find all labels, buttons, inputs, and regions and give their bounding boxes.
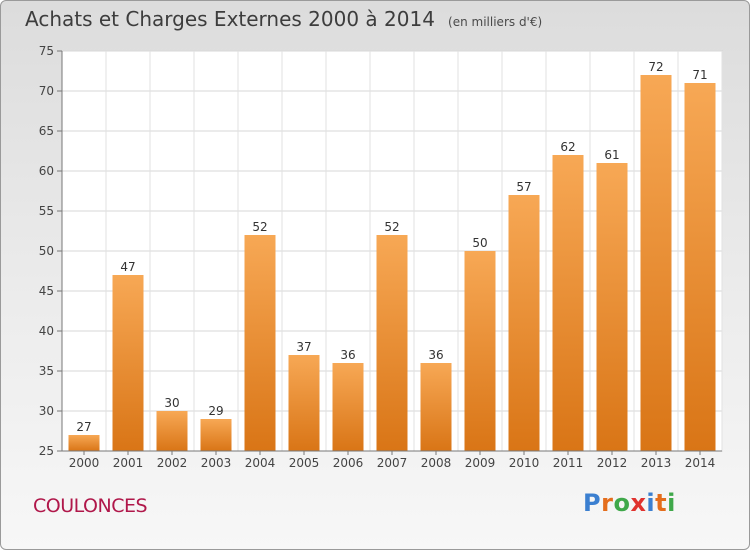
bar-value-label: 50 <box>472 236 487 250</box>
y-tick-label: 70 <box>39 84 54 98</box>
bar-value-label: 30 <box>164 396 179 410</box>
city-name: COULONCES <box>33 495 148 517</box>
bar-value-label: 47 <box>120 260 135 274</box>
x-tick-label: 2012 <box>597 456 628 470</box>
bar-value-label: 61 <box>604 148 619 162</box>
proxiti-logo: Proxiti <box>583 489 676 517</box>
x-tick-label: 2005 <box>289 456 320 470</box>
y-tick-label: 60 <box>39 164 54 178</box>
x-tick-label: 2003 <box>201 456 232 470</box>
bar-value-label: 37 <box>296 340 311 354</box>
bar-value-label: 52 <box>384 220 399 234</box>
bar-value-label: 36 <box>428 348 443 362</box>
y-tick-label: 40 <box>39 324 54 338</box>
bar <box>596 163 628 451</box>
x-tick-label: 2000 <box>69 456 100 470</box>
y-tick-label: 65 <box>39 124 54 138</box>
bar <box>332 363 364 451</box>
bar <box>68 435 100 451</box>
bar <box>244 235 276 451</box>
bar <box>464 251 496 451</box>
bar <box>552 155 584 451</box>
chart-subtitle: (en milliers d'€) <box>448 15 543 29</box>
bar-value-label: 71 <box>692 68 707 82</box>
x-tick-label: 2002 <box>157 456 188 470</box>
bar <box>684 83 716 451</box>
y-tick-label: 25 <box>39 444 54 458</box>
logo-letter: o <box>613 489 631 517</box>
y-tick-label: 30 <box>39 404 54 418</box>
bar <box>508 195 540 451</box>
logo-letter: i <box>667 489 676 517</box>
x-tick-label: 2007 <box>377 456 408 470</box>
x-tick-label: 2004 <box>245 456 276 470</box>
x-tick-label: 2010 <box>509 456 540 470</box>
y-tick-label: 55 <box>39 204 54 218</box>
logo-letter: t <box>655 489 668 517</box>
bar <box>420 363 452 451</box>
bar-value-label: 29 <box>208 404 223 418</box>
bar-value-label: 36 <box>340 348 355 362</box>
bar <box>376 235 408 451</box>
y-tick-label: 45 <box>39 284 54 298</box>
x-tick-label: 2011 <box>553 456 584 470</box>
bar-value-label: 52 <box>252 220 267 234</box>
x-tick-label: 2001 <box>113 456 144 470</box>
bar-value-label: 27 <box>76 420 91 434</box>
y-tick-label: 50 <box>39 244 54 258</box>
logo-letter: P <box>583 489 602 517</box>
chart-title-block: Achats et Charges Externes 2000 à 2014 (… <box>25 7 542 31</box>
y-tick-label: 35 <box>39 364 54 378</box>
chart-title: Achats et Charges Externes 2000 à 2014 <box>25 7 435 31</box>
x-tick-label: 2009 <box>465 456 496 470</box>
bar <box>640 75 672 451</box>
bar-value-label: 57 <box>516 180 531 194</box>
bar <box>288 355 320 451</box>
bar-value-label: 72 <box>648 60 663 74</box>
bar-value-label: 62 <box>560 140 575 154</box>
logo-letter: r <box>601 489 614 517</box>
x-tick-label: 2006 <box>333 456 364 470</box>
x-tick-label: 2008 <box>421 456 452 470</box>
logo-letter: x <box>630 489 647 517</box>
bar <box>112 275 144 451</box>
x-tick-label: 2014 <box>685 456 716 470</box>
logo-letter: i <box>646 489 656 517</box>
bar <box>156 411 188 451</box>
y-tick-label: 75 <box>39 44 54 58</box>
x-tick-label: 2013 <box>641 456 672 470</box>
bar <box>200 419 232 451</box>
